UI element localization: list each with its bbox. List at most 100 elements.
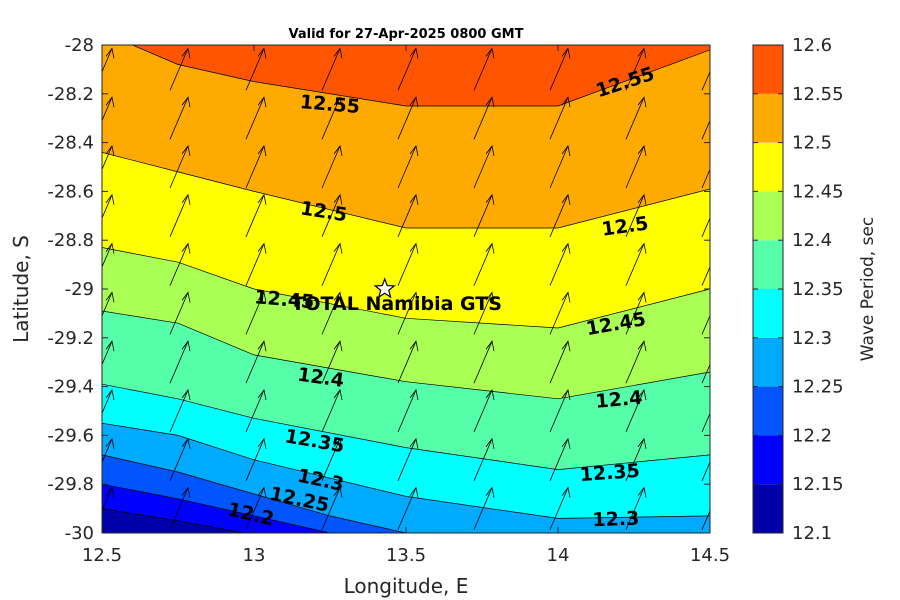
wave-arrow — [473, 340, 495, 384]
wave-arrow — [397, 437, 419, 481]
wave-arrow — [102, 96, 115, 122]
colorbar-swatch — [753, 191, 783, 241]
wave-arrow — [549, 389, 571, 433]
wave-arrow — [625, 47, 647, 91]
wave-arrow — [245, 437, 267, 481]
wave-arrow — [102, 47, 115, 73]
wave-arrow — [625, 193, 647, 237]
colorbar-tick-label: 12.45 — [792, 181, 844, 202]
wave-arrow — [245, 47, 267, 91]
wave-arrow — [549, 145, 571, 189]
wave-arrow — [701, 363, 710, 384]
wave-arrow — [321, 291, 343, 335]
wave-arrow — [701, 265, 710, 286]
wave-arrow — [397, 47, 419, 91]
wave-arrow — [169, 193, 191, 237]
contour-line-12.35 — [102, 383, 710, 470]
colorbar-tick-label: 12.3 — [792, 328, 832, 349]
wave-arrow — [701, 119, 710, 140]
wave-arrow — [245, 389, 267, 433]
wave-arrow — [397, 96, 419, 140]
wave-arrow — [321, 145, 343, 189]
wave-arrow — [169, 389, 191, 433]
contour-lines — [102, 45, 710, 533]
wave-arrow — [169, 242, 191, 286]
site-label: TOTAL Namibia GTS — [291, 293, 502, 315]
wave-arrow — [321, 340, 343, 384]
colorbar-swatch — [753, 435, 783, 485]
wave-arrow — [549, 340, 571, 384]
wave-arrow — [102, 193, 115, 220]
y-tick-label: -28.8 — [47, 230, 94, 251]
colorbar-swatch — [753, 289, 783, 338]
wave-arrow — [169, 340, 191, 384]
wave-arrow — [625, 145, 647, 189]
wave-arrow — [321, 47, 343, 91]
colorbar-tick-label: 12.25 — [792, 377, 844, 398]
wave-arrow — [169, 96, 191, 140]
wave-arrow — [701, 461, 710, 481]
wave-arrow — [473, 193, 495, 237]
wave-arrow — [397, 193, 419, 237]
wave-arrow — [397, 291, 419, 335]
wave-arrow — [473, 291, 495, 335]
wave-arrow — [169, 437, 191, 481]
wave-arrow — [321, 96, 343, 140]
wave-arrow — [245, 486, 267, 530]
y-tick-label: -30 — [65, 523, 94, 544]
wave-arrow — [473, 437, 495, 481]
y-axis-label: Latitude, S — [9, 235, 33, 343]
y-tick-label: -28 — [65, 35, 94, 56]
colorbar-tick-label: 12.55 — [792, 84, 844, 105]
wave-arrow — [549, 193, 571, 237]
y-tick-label: -29.4 — [47, 377, 94, 398]
wave-arrow — [473, 145, 495, 189]
wave-direction-arrows — [102, 47, 710, 530]
wave-arrow — [397, 340, 419, 384]
wave-arrow — [625, 242, 647, 286]
wave-arrow — [245, 340, 267, 384]
wave-arrow — [245, 242, 267, 286]
colorbar-tick-label: 12.5 — [792, 133, 832, 154]
colorbar-tick-label: 12.35 — [792, 279, 844, 300]
x-tick-label: 14.5 — [690, 545, 730, 566]
contour-label: 12.35 — [579, 460, 640, 486]
contour-line-12.5 — [102, 152, 710, 229]
contour-line-12.25 — [102, 454, 407, 533]
wave-arrow — [102, 291, 115, 317]
colorbar: 12.6 12.55 12.5 12.45 12.4 12.35 12.3 12.25 12.2… — [752, 35, 844, 544]
wave-arrow — [625, 437, 647, 481]
wave-arrow — [169, 47, 191, 91]
wave-arrow — [321, 193, 343, 237]
wave-arrow — [321, 486, 343, 530]
contour-line-12.3 — [102, 422, 710, 519]
filled-contour-bands — [102, 45, 710, 533]
y-tick-label: -28.2 — [47, 84, 94, 105]
wave-arrow — [625, 96, 647, 140]
wave-arrow — [473, 47, 495, 91]
colorbar-label: Wave Period, sec — [858, 217, 878, 362]
colorbar-tick-label: 12.15 — [792, 474, 844, 495]
wave-arrow — [102, 340, 115, 366]
contour-label: 12.45 — [253, 286, 315, 313]
colorbar-tick-label: 12.6 — [792, 35, 832, 56]
x-axis-ticks: 12.5 13 13.5 14 14.5 — [82, 45, 730, 566]
colorbar-tick-label: 12.2 — [792, 425, 832, 446]
wave-arrow — [625, 291, 647, 335]
colorbar-swatch — [753, 386, 783, 436]
x-tick-label: 12.5 — [82, 545, 122, 566]
contour-label: 12.55 — [299, 91, 361, 118]
colorbar-swatch — [753, 337, 783, 387]
wave-arrow — [397, 486, 419, 530]
y-tick-label: -29.8 — [47, 474, 94, 495]
wave-arrow — [102, 145, 115, 171]
wave-arrow — [473, 486, 495, 530]
x-tick-label: 13 — [243, 545, 266, 566]
contour-line-12.4 — [102, 310, 710, 400]
wave-arrow — [102, 437, 115, 464]
wave-arrow — [245, 145, 267, 189]
wave-arrow — [245, 96, 267, 140]
site-star-icon — [373, 277, 396, 299]
colorbar-swatch — [753, 45, 783, 94]
wave-arrow — [625, 389, 647, 433]
